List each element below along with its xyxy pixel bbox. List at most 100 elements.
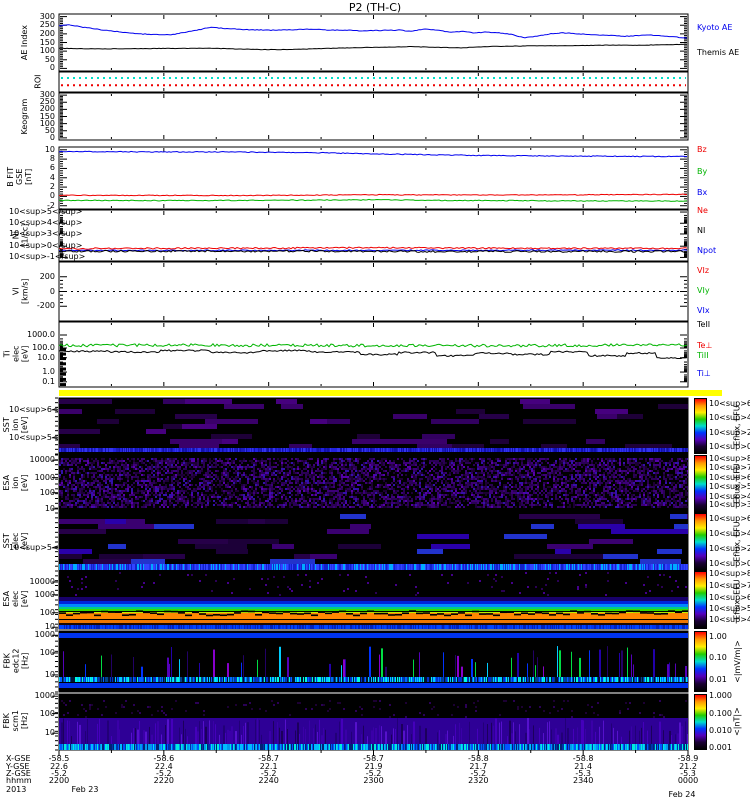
legend-bx: Bx: [697, 188, 708, 197]
fbk-edc12-spectrogram: [59, 631, 688, 692]
colorbar-tick-label: 10<sup>8</sup>: [709, 569, 750, 579]
sst-ion-axis-label: SST ion [eV]: [2, 416, 30, 434]
legend-te-: Te⊥: [697, 341, 713, 350]
sst-elec-axis-label: SST elec [eV]: [2, 532, 30, 550]
y-tick-label: 10000: [29, 455, 55, 465]
esa-elec-colorbar: [694, 571, 707, 629]
y-tick-label: 150: [39, 111, 55, 121]
y-tick-label: 10000: [29, 577, 55, 587]
t-elec-axis-label: Ti elec [eV]: [2, 344, 30, 362]
y-tick-label: 200: [39, 104, 55, 114]
y-tick-label: 50: [44, 125, 55, 135]
esa-ion-axis-label: ESA ion [eV]: [2, 474, 30, 492]
axis-value: 2340: [572, 776, 594, 785]
y-tick-label: 250: [39, 20, 55, 30]
roi-axis-label: ROI: [33, 74, 43, 89]
y-tick-label: 200: [39, 271, 55, 281]
axis-value: 2320: [468, 776, 489, 785]
axis-value: 21.9: [364, 762, 383, 771]
y-tick-label: 300: [39, 11, 55, 21]
y-tick-label: 10: [44, 622, 55, 632]
legend-teii: TeII: [697, 320, 711, 329]
colorbar-unit-label: Eflux, EFU: [732, 579, 742, 620]
esa-elec-spectrogram: [59, 571, 688, 629]
esa-ion-colorbar: [694, 455, 707, 513]
legend-tiii: TiII: [697, 351, 709, 360]
y-tick-label: 1000: [34, 589, 55, 599]
y-tick-label: 8: [49, 154, 55, 164]
legend-by: By: [697, 167, 708, 176]
legend-themis-ae: Themis AE: [697, 48, 740, 57]
axis-value: 21.7: [469, 762, 488, 771]
axis-value: -58.8: [467, 754, 489, 763]
colorbar-tick-label: 10<sup>7</sup>: [709, 581, 750, 591]
colorbar-tick-label: 10<sup>5</sup>: [709, 482, 750, 492]
y-tick-label: 6: [49, 163, 55, 173]
legend-bz: Bz: [697, 145, 707, 154]
y-tick-label: 250: [39, 97, 55, 107]
y-tick-label: 0: [49, 63, 55, 73]
y-tick-label: -2: [47, 200, 55, 210]
colorbar-tick-label: 10<sup>2</sup>: [709, 427, 750, 437]
colorbar-tick-label: 0.10: [709, 653, 727, 663]
legend-ti-: Ti⊥: [697, 369, 711, 378]
axis-value: 21.2: [679, 762, 697, 771]
axis-value: -58.6: [153, 754, 175, 763]
sst-elec-spectrogram: [59, 513, 688, 571]
y-tick-label: 1000.0: [27, 330, 55, 339]
axis-value: -58.7: [363, 754, 384, 763]
colorbar-tick-label: 10<sup>6</sup>: [709, 398, 750, 408]
legend-viz: VIz: [697, 266, 710, 275]
axis-row-label-z-gse: Z-GSE: [6, 769, 31, 778]
b-fit-axis-label: B FIT GSE [nT]: [6, 166, 34, 187]
axis-value: 0000: [677, 776, 699, 785]
axis-row-label-y-gse: Y-GSE: [6, 762, 30, 771]
axis-value: 22.1: [259, 762, 278, 771]
axis-year-label: 2013: [6, 785, 27, 794]
axis-row-label-x-gse: X-GSE: [6, 754, 31, 763]
y-tick-label: 10<sup>0</sup>: [9, 241, 83, 251]
colorbar-tick-label: 10<sup>4</sup>: [709, 614, 750, 624]
legend-viy: VIy: [697, 286, 710, 295]
axis-value: -5.2: [260, 769, 277, 778]
fbk-scm1-spectrogram: [59, 694, 688, 750]
y-tick-label: 10<sup>5</sup>: [9, 207, 83, 217]
y-tick-label: 100: [39, 647, 55, 657]
y-tick-label: 100.0: [32, 343, 55, 352]
y-tick-label: 200: [39, 28, 55, 38]
axis-value: -58.9: [677, 754, 699, 763]
axis-value: 21.4: [574, 762, 593, 771]
y-tick-label: 100: [39, 708, 55, 718]
colorbar-tick-label: 10<sup>4</sup>: [709, 528, 750, 538]
y-tick-label: 10.0: [37, 352, 55, 362]
colorbar-tick-label: 0.100: [709, 708, 732, 718]
colorbar-tick-label: 10<sup>6</sup>: [709, 513, 750, 523]
y-tick-label: 0: [49, 286, 55, 296]
axis-value: -5.3: [575, 769, 591, 778]
colorbar-unit-label: <|nT|>: [732, 707, 742, 736]
colorbar-tick-label: 10<sup>6</sup>: [709, 473, 750, 483]
y-tick-label: 10<sup>4</sup>: [9, 218, 83, 228]
axis-value: -5.2: [470, 769, 487, 778]
vi-axis-label: VI [km/s]: [10, 277, 29, 304]
y-tick-label: 10: [44, 728, 55, 738]
axis-value: 2240: [258, 776, 279, 785]
y-tick-label: 10: [44, 144, 55, 154]
y-tick-label: 1000: [34, 691, 55, 701]
axis-row-label-hhmm: hhmm: [6, 776, 32, 785]
legend-ni: NI: [697, 226, 706, 235]
y-tick-label: 100: [39, 607, 55, 617]
esa-elec-axis-label: ESA elec [eV]: [2, 590, 30, 608]
y-tick-label: 10<sup>6</sup>: [9, 404, 83, 414]
y-tick-label: 10<sup>-1</sup>: [9, 252, 86, 262]
colorbar-tick-label: 0.010: [709, 725, 732, 735]
y-tick-label: 4: [49, 172, 55, 182]
colorbar-unit-label: Eflux, EFU: [732, 521, 742, 562]
y-tick-label: 100: [39, 487, 55, 497]
y-tick-label: 0: [49, 191, 55, 201]
colorbar-tick-label: 10<sup>6</sup>: [709, 592, 750, 602]
y-tick-label: 150: [39, 37, 55, 47]
y-tick-label: 1.0: [42, 367, 55, 377]
colorbar-tick-label: 10<sup>4</sup>: [709, 413, 750, 423]
